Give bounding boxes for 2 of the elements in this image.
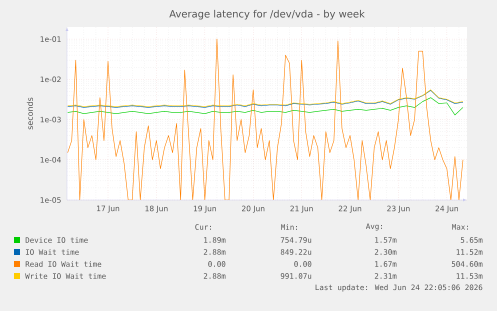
chart-title: Average latency for /dev/vda - by week bbox=[169, 10, 365, 20]
line-series bbox=[67, 97, 464, 116]
